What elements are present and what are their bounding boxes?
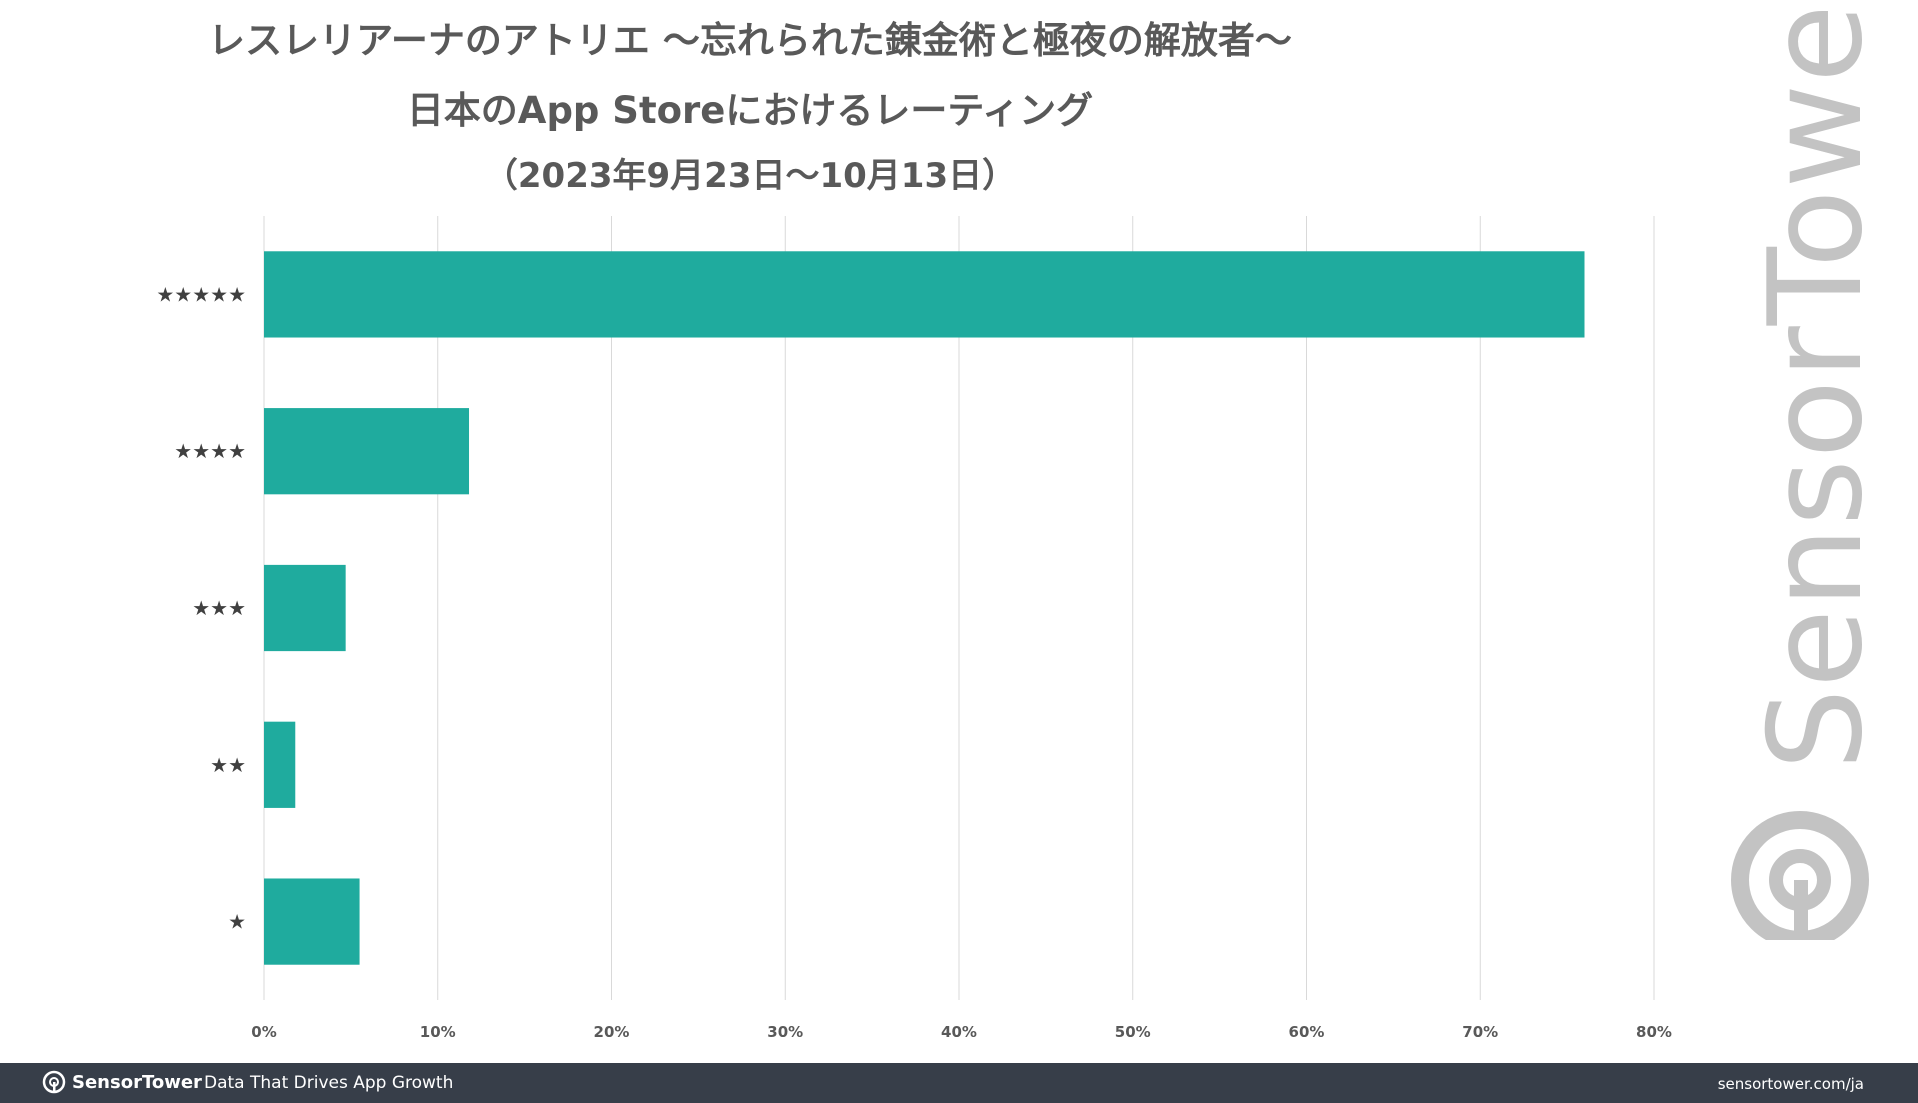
bar [264, 564, 346, 652]
chart-title: レスレリアーナのアトリエ ～忘れられた錬金術と極夜の解放者～ [208, 19, 1292, 62]
watermark [1720, 140, 1870, 970]
x-tick-label: 30% [767, 1023, 803, 1041]
category-label: ★★ [210, 753, 246, 777]
x-tick-label: 20% [594, 1023, 630, 1041]
bar [264, 721, 296, 808]
footer-brand: SensorTower [42, 1070, 202, 1094]
bar-chart: 0% 10% 20% 30% 40% 50% 60% 70% 80%★★★★★★★★★★★★★★… [156, 216, 1672, 1041]
chart-date-range: （2023年9月23日～10月13日） [483, 156, 1017, 196]
x-tick-label: 70% [1462, 1023, 1498, 1041]
x-tick-label: 50% [1115, 1023, 1151, 1041]
footer-brand-name: SensorTower [72, 1071, 202, 1093]
watermark-text: SensorTower [1742, 0, 1891, 770]
footer-tagline: Data That Drives App Growth [204, 1073, 454, 1093]
category-label: ★★★ [192, 596, 246, 620]
sensor-tower-icon [42, 1070, 66, 1094]
bar [264, 251, 1585, 338]
category-label: ★★★★ [174, 439, 246, 463]
bar [264, 408, 470, 495]
sensor-tower-logo-icon [1731, 811, 1869, 940]
x-tick-label: 0% [251, 1023, 276, 1041]
x-tick-label: 80% [1636, 1023, 1672, 1041]
x-tick-label: 40% [941, 1023, 977, 1041]
x-tick-label: 60% [1289, 1023, 1325, 1041]
category-label: ★★★★★ [156, 282, 246, 306]
bar [264, 878, 360, 965]
category-label: ★ [228, 910, 246, 934]
footer-bar: SensorTower Data That Drives App Growth … [0, 1063, 1918, 1103]
chart-subtitle: 日本のApp Storeにおけるレーティング [406, 89, 1094, 132]
x-tick-label: 10% [420, 1023, 456, 1041]
footer-url: sensortower.com/ja [1717, 1075, 1864, 1093]
